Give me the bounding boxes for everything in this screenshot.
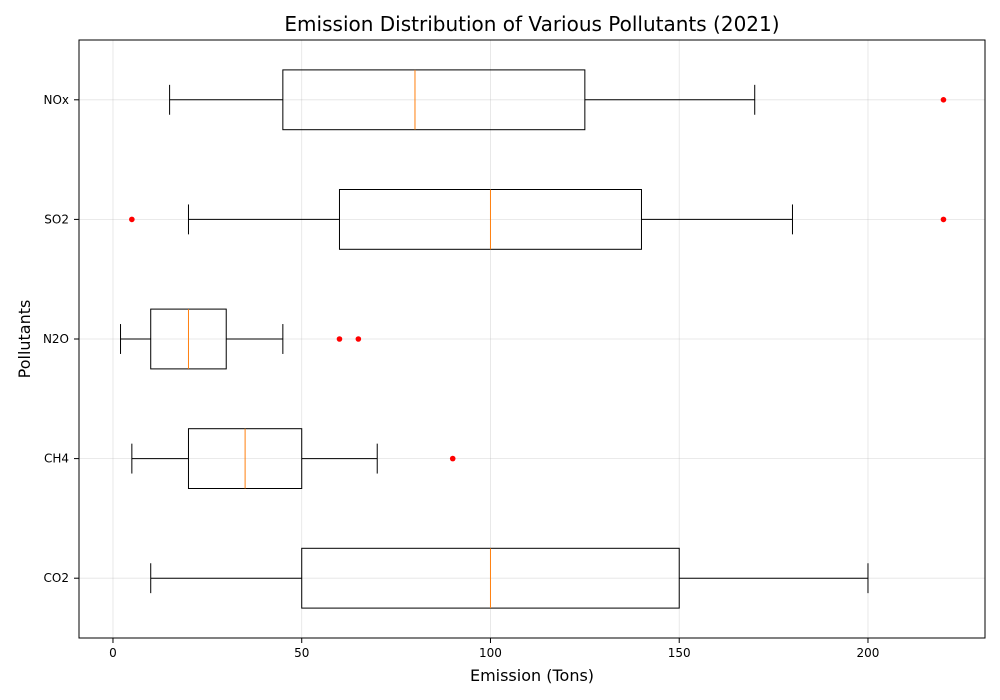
box-group-nox: [169, 69, 947, 131]
box-group-ch4: [131, 428, 456, 490]
y-tick-label: NOx: [43, 93, 69, 107]
axis-layer: 0 50 100 150 200 CO2 CH4 N2O SO2 NOx: [43, 93, 879, 660]
outlier-point: [940, 97, 947, 103]
y-tick-label: SO2: [44, 212, 69, 226]
y-tick-label: CH4: [44, 452, 69, 466]
box-group-co2: [150, 547, 869, 609]
y-tick-label: N2O: [43, 332, 69, 346]
x-tick-label: 50: [294, 646, 309, 660]
x-tick-label: 150: [668, 646, 691, 660]
box-group-n2o: [120, 308, 362, 370]
box-group-so2: [129, 189, 947, 250]
x-tick-label: 200: [857, 646, 880, 660]
plot-layer: [120, 69, 947, 609]
chart-title: Emission Distribution of Various Polluta…: [284, 12, 779, 36]
box-iqr: [282, 69, 586, 131]
outlier-point: [336, 336, 343, 342]
outlier-point: [449, 455, 456, 462]
outlier-point: [940, 216, 947, 223]
y-axis-label: Pollutants: [15, 300, 34, 379]
x-axis-label: Emission (Tons): [470, 666, 594, 685]
x-tick-label: 100: [479, 646, 502, 660]
outlier-point: [129, 216, 135, 223]
y-tick-label: CO2: [44, 571, 69, 585]
x-tick-label: 0: [109, 646, 117, 660]
outlier-point: [355, 336, 362, 342]
